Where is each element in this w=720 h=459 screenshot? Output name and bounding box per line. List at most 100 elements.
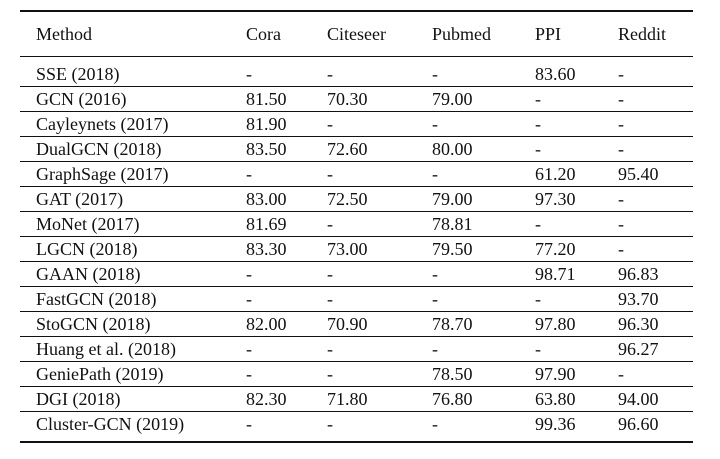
row-separator	[20, 336, 693, 338]
cell-pubmed: -	[432, 114, 438, 134]
cell-reddit: 94.00	[618, 389, 659, 409]
cell-method: Cluster-GCN (2019)	[36, 414, 185, 434]
cell-ppi: 99.36	[535, 414, 576, 434]
cell-pubmed: 80.00	[432, 139, 473, 159]
table-row: StoGCN (2018) 82.00 70.90 78.70 97.80 96.30	[20, 312, 693, 337]
cell-cora: 83.00	[246, 189, 287, 209]
cell-pubmed: -	[432, 164, 438, 184]
cell-cora: -	[246, 64, 252, 84]
cell-ppi: -	[535, 214, 541, 234]
top-rule	[20, 10, 693, 13]
cell-pubmed: -	[432, 339, 438, 359]
cell-pubmed: 78.50	[432, 364, 473, 384]
cell-cora: -	[246, 364, 252, 384]
row-separator	[20, 411, 693, 413]
cell-reddit: -	[618, 64, 624, 84]
row-separator	[20, 386, 693, 388]
cell-ppi: 97.30	[535, 189, 576, 209]
cell-cora: 81.90	[246, 114, 287, 134]
cell-ppi: -	[535, 339, 541, 359]
table-row: Cluster-GCN (2019) - - - 99.36 96.60	[20, 412, 693, 437]
table-row: GAAN (2018) - - - 98.71 96.83	[20, 262, 693, 287]
table-row: SSE (2018) - - - 83.60 -	[20, 62, 693, 87]
table-row: DGI (2018) 82.30 71.80 76.80 63.80 94.00	[20, 387, 693, 412]
header-reddit: Reddit	[618, 24, 666, 44]
table-row: FastGCN (2018) - - - - 93.70	[20, 287, 693, 312]
cell-reddit: 96.27	[618, 339, 659, 359]
table-row: MoNet (2017) 81.69 - 78.81 - -	[20, 212, 693, 237]
cell-cora: 82.00	[246, 314, 287, 334]
cell-reddit: -	[618, 214, 624, 234]
cell-citeseer: -	[327, 114, 333, 134]
cell-cora: -	[246, 339, 252, 359]
cell-reddit: -	[618, 364, 624, 384]
cell-pubmed: 79.00	[432, 89, 473, 109]
cell-ppi: 61.20	[535, 164, 576, 184]
table-row: GCN (2016) 81.50 70.30 79.00 - -	[20, 87, 693, 112]
cell-citeseer: 73.00	[327, 239, 368, 259]
cell-citeseer: 70.30	[327, 89, 368, 109]
row-separator	[20, 161, 693, 163]
header-pubmed: Pubmed	[432, 24, 492, 44]
cell-pubmed: 76.80	[432, 389, 473, 409]
cell-cora: 83.30	[246, 239, 287, 259]
cell-method: DGI (2018)	[36, 389, 121, 409]
cell-method: GraphSage (2017)	[36, 164, 169, 184]
cell-cora: 81.50	[246, 89, 287, 109]
cell-cora: 82.30	[246, 389, 287, 409]
row-separator	[20, 211, 693, 213]
row-separator	[20, 186, 693, 188]
cell-method: GAT (2017)	[36, 189, 124, 209]
cell-citeseer: 72.60	[327, 139, 368, 159]
cell-pubmed: -	[432, 289, 438, 309]
cell-method: MoNet (2017)	[36, 214, 140, 234]
cell-reddit: 93.70	[618, 289, 659, 309]
cell-pubmed: 78.70	[432, 314, 473, 334]
cell-ppi: -	[535, 139, 541, 159]
row-separator	[20, 311, 693, 313]
cell-pubmed: -	[432, 264, 438, 284]
table-row: GeniePath (2019) - - 78.50 97.90 -	[20, 362, 693, 387]
header-row: Method Cora Citeseer Pubmed PPI Reddit	[20, 22, 693, 47]
cell-pubmed: 78.81	[432, 214, 473, 234]
cell-ppi: 83.60	[535, 64, 576, 84]
table-row: GAT (2017) 83.00 72.50 79.00 97.30 -	[20, 187, 693, 212]
table-row: Cayleynets (2017) 81.90 - - - -	[20, 112, 693, 137]
cell-citeseer: -	[327, 64, 333, 84]
row-separator	[20, 136, 693, 138]
cell-reddit: -	[618, 89, 624, 109]
cell-method: DualGCN (2018)	[36, 139, 162, 159]
cell-cora: -	[246, 289, 252, 309]
cell-citeseer: -	[327, 214, 333, 234]
cell-method: GCN (2016)	[36, 89, 127, 109]
cell-method: GeniePath (2019)	[36, 364, 164, 384]
cell-citeseer: 71.80	[327, 389, 368, 409]
cell-pubmed: -	[432, 414, 438, 434]
row-separator	[20, 261, 693, 263]
cell-method: SSE (2018)	[36, 64, 120, 84]
cell-pubmed: 79.50	[432, 239, 473, 259]
cell-citeseer: 70.90	[327, 314, 368, 334]
header-cora: Cora	[246, 24, 281, 44]
cell-pubmed: -	[432, 64, 438, 84]
header-rule	[20, 56, 693, 58]
cell-ppi: 97.80	[535, 314, 576, 334]
cell-ppi: -	[535, 89, 541, 109]
cell-cora: 81.69	[246, 214, 287, 234]
cell-citeseer: -	[327, 339, 333, 359]
bottom-rule	[20, 441, 693, 444]
table-row: DualGCN (2018) 83.50 72.60 80.00 - -	[20, 137, 693, 162]
cell-method: Cayleynets (2017)	[36, 114, 169, 134]
cell-citeseer: -	[327, 164, 333, 184]
cell-ppi: -	[535, 289, 541, 309]
row-separator	[20, 286, 693, 288]
row-separator	[20, 111, 693, 113]
cell-ppi: 97.90	[535, 364, 576, 384]
table-row: LGCN (2018) 83.30 73.00 79.50 77.20 -	[20, 237, 693, 262]
cell-method: StoGCN (2018)	[36, 314, 151, 334]
row-separator	[20, 361, 693, 363]
cell-cora: -	[246, 414, 252, 434]
row-separator	[20, 86, 693, 88]
cell-method: Huang et al. (2018)	[36, 339, 176, 359]
cell-reddit: 95.40	[618, 164, 659, 184]
